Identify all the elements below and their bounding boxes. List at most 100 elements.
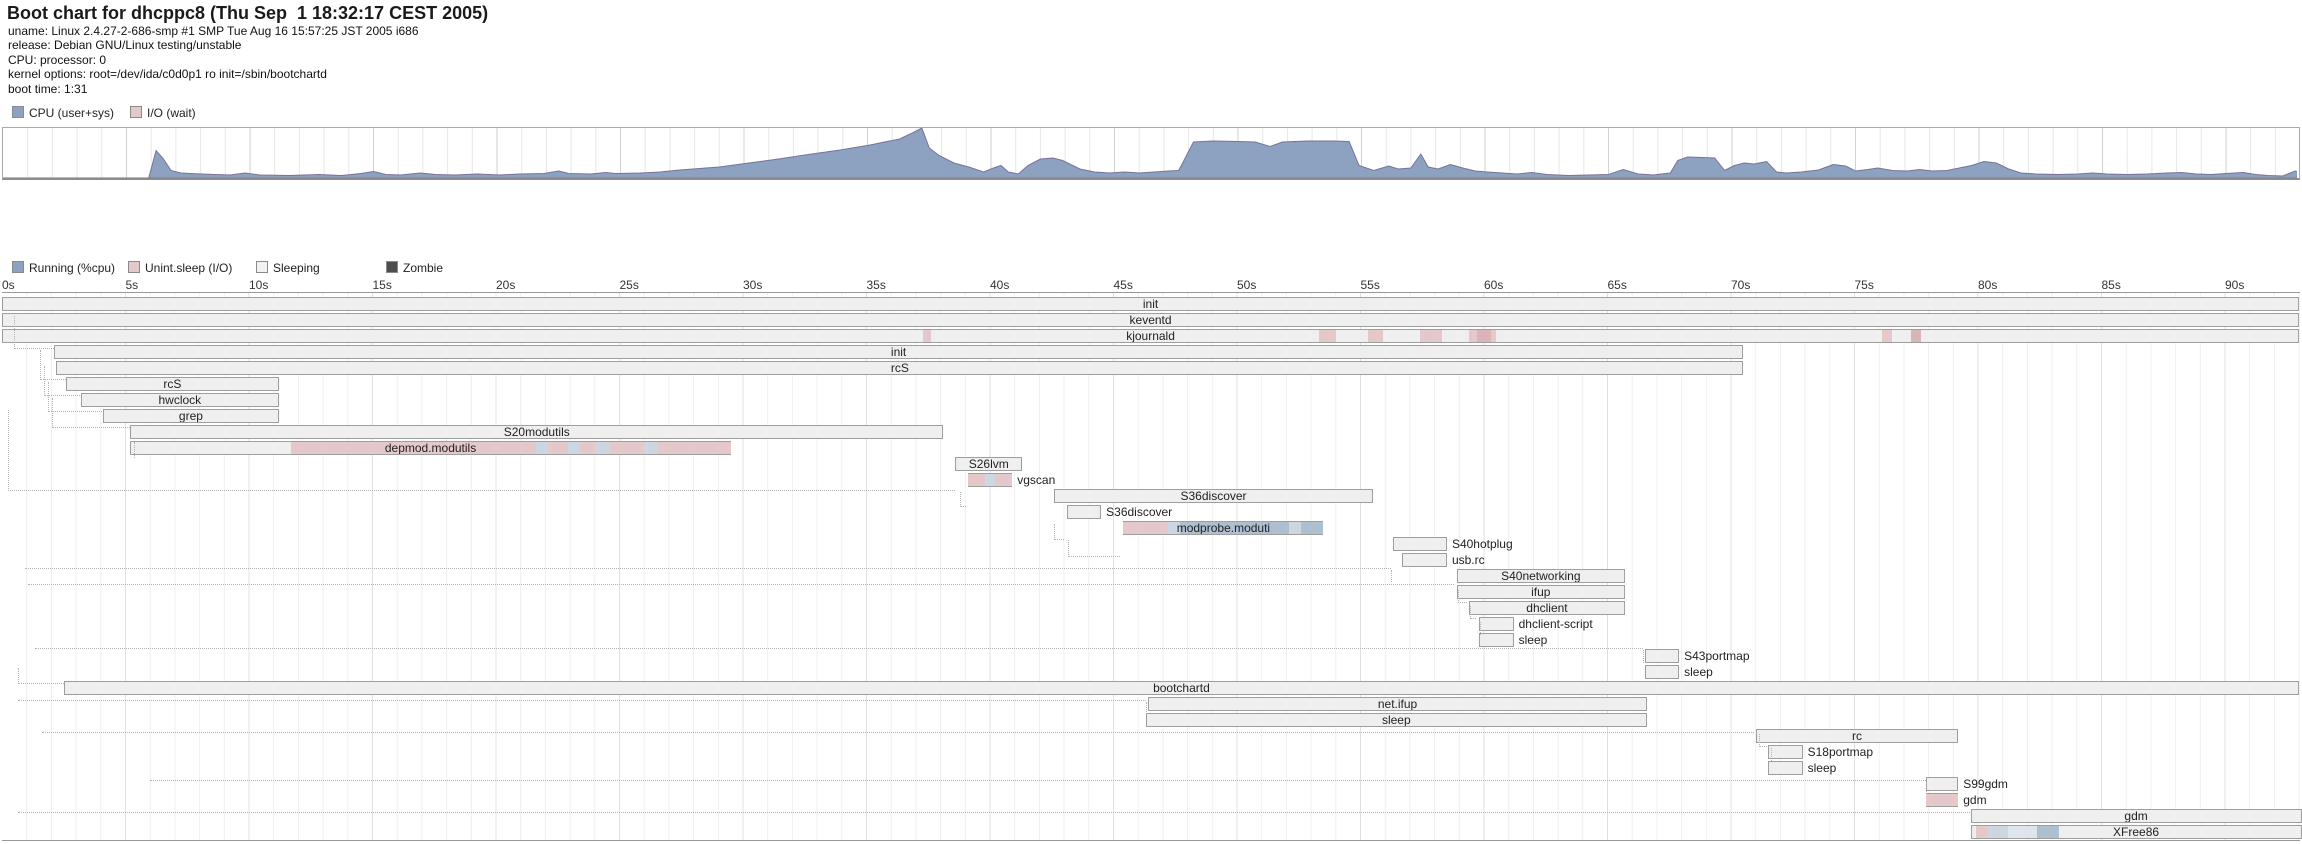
tree-connector bbox=[14, 348, 54, 349]
axis-tick-label: 0s bbox=[2, 278, 15, 292]
process-state-segment bbox=[567, 442, 580, 454]
axis-tick-label: 55s bbox=[1360, 278, 1380, 292]
process-bar: rc bbox=[1755, 729, 1959, 743]
tree-connector bbox=[960, 492, 961, 507]
tree-connector bbox=[25, 568, 1391, 569]
process-state-segment bbox=[923, 330, 931, 342]
legend-label: Zombie bbox=[403, 261, 444, 275]
process-bar: modprobe.moduti bbox=[1123, 521, 1324, 535]
process-chart-grid bbox=[2, 292, 2300, 841]
tree-connector bbox=[1068, 556, 1120, 557]
process-name-label: bootchartd bbox=[1153, 682, 1210, 694]
axis-tick-label: 15s bbox=[372, 278, 392, 292]
process-name-label: keventd bbox=[1129, 314, 1172, 326]
process-name-label: init bbox=[890, 346, 907, 358]
process-bar: S40networking bbox=[1456, 569, 1625, 583]
process-state-segment bbox=[609, 442, 645, 454]
process-bar: ifup bbox=[1456, 585, 1625, 599]
legend-swatch-icon bbox=[256, 261, 268, 273]
legend-label: Unint.sleep (I/O) bbox=[145, 261, 233, 275]
legend-label: I/O (wait) bbox=[147, 106, 196, 120]
tree-connector bbox=[1771, 748, 1772, 761]
process-state-segment bbox=[2037, 826, 2060, 838]
process-name-label: S36discover bbox=[1180, 490, 1247, 502]
process-bar: gdm bbox=[1970, 809, 2302, 823]
tree-connector bbox=[52, 398, 53, 428]
process-name-label: kjournald bbox=[1126, 330, 1175, 342]
process-bar bbox=[1066, 505, 1102, 519]
axis-tick-label: 25s bbox=[619, 278, 639, 292]
tree-connector bbox=[1146, 702, 1147, 714]
process-name-label: S43portmap bbox=[1684, 649, 1750, 663]
tree-connector bbox=[14, 316, 15, 349]
process-state-segment bbox=[1987, 826, 2008, 838]
process-state-segment bbox=[1926, 794, 1959, 806]
tree-connector bbox=[150, 780, 1926, 781]
process-name-label: hwclock bbox=[158, 394, 202, 406]
process-name-label: dhclient bbox=[1526, 602, 1568, 614]
process-name-label: ifup bbox=[1531, 586, 1551, 598]
process-state-segment bbox=[290, 442, 536, 454]
tree-connector bbox=[1480, 622, 1481, 635]
axis-tick-label: 75s bbox=[1854, 278, 1874, 292]
legend-label: Sleeping bbox=[273, 261, 320, 275]
axis-tick-label: 60s bbox=[1484, 278, 1504, 292]
tree-connector bbox=[1470, 606, 1471, 619]
process-state-segment bbox=[967, 474, 986, 486]
process-name-label: dhclient-script bbox=[1518, 617, 1593, 631]
process-name-label: S18portmap bbox=[1807, 745, 1873, 759]
process-name-label: sleep bbox=[1807, 761, 1837, 775]
axis-tick-label: 90s bbox=[2225, 278, 2245, 292]
process-bar: grep bbox=[103, 409, 279, 423]
process-bar bbox=[1926, 793, 1959, 807]
process-state-segment bbox=[579, 442, 595, 454]
process-bar bbox=[1926, 777, 1959, 791]
process-name-label: S99gdm bbox=[1963, 777, 2008, 791]
header-info-line: release: Debian GNU/Linux testing/unstab… bbox=[8, 38, 242, 53]
axis-tick-label: 80s bbox=[1978, 278, 1998, 292]
process-name-label: sleep bbox=[1684, 665, 1713, 679]
process-bar bbox=[967, 473, 1013, 487]
tree-connector bbox=[52, 427, 130, 428]
process-name-label: net.ifup bbox=[1377, 698, 1418, 710]
process-bar: init bbox=[53, 345, 1744, 359]
process-name-label: S36discover bbox=[1106, 505, 1173, 519]
process-bar: S36discover bbox=[1054, 489, 1373, 503]
axis-tick-label: 65s bbox=[1607, 278, 1627, 292]
legend-swatch-icon bbox=[128, 261, 140, 273]
process-state-segment bbox=[1288, 522, 1302, 534]
header-info-line: uname: Linux 2.4.27-2-686-smp #1 SMP Tue… bbox=[8, 24, 419, 38]
process-bar bbox=[1768, 761, 1803, 775]
process-bar: depmod.modutils bbox=[130, 441, 731, 455]
axis-tick-label: 5s bbox=[125, 278, 139, 292]
process-state-segment bbox=[1123, 522, 1168, 534]
tree-connector bbox=[18, 668, 19, 684]
process-state-segment bbox=[994, 474, 1013, 486]
cpu-usage-chart bbox=[2, 127, 2300, 180]
tree-connector bbox=[1054, 539, 1064, 540]
process-bar bbox=[1644, 665, 1680, 679]
process-state-segment bbox=[1301, 522, 1324, 534]
process-bar bbox=[1479, 633, 1514, 647]
process-name-label: usb.rc bbox=[1451, 553, 1485, 567]
process-bar: net.ifup bbox=[1148, 697, 1648, 711]
axis-tick-label: 10s bbox=[249, 278, 269, 292]
axis-tick-label: 35s bbox=[866, 278, 886, 292]
tree-connector bbox=[42, 732, 1754, 733]
process-name-label: depmod.modutils bbox=[384, 442, 477, 454]
header-info-line: boot time: 1:31 bbox=[8, 81, 88, 96]
axis-tick-label: 50s bbox=[1237, 278, 1257, 292]
process-name-label: vgscan bbox=[1017, 473, 1056, 487]
process-bar bbox=[1479, 617, 1514, 631]
tree-connector bbox=[1054, 524, 1055, 540]
process-state-segment bbox=[594, 442, 610, 454]
process-state-segment bbox=[535, 442, 548, 454]
process-name-label: rc bbox=[1851, 730, 1862, 742]
tree-connector bbox=[35, 648, 1643, 649]
process-state-segment bbox=[644, 442, 657, 454]
process-state-segment bbox=[1419, 330, 1442, 342]
process-bar: sleep bbox=[1145, 713, 1648, 727]
process-name-label: S26lvm bbox=[968, 458, 1009, 470]
process-bar: bootchartd bbox=[63, 681, 2300, 695]
